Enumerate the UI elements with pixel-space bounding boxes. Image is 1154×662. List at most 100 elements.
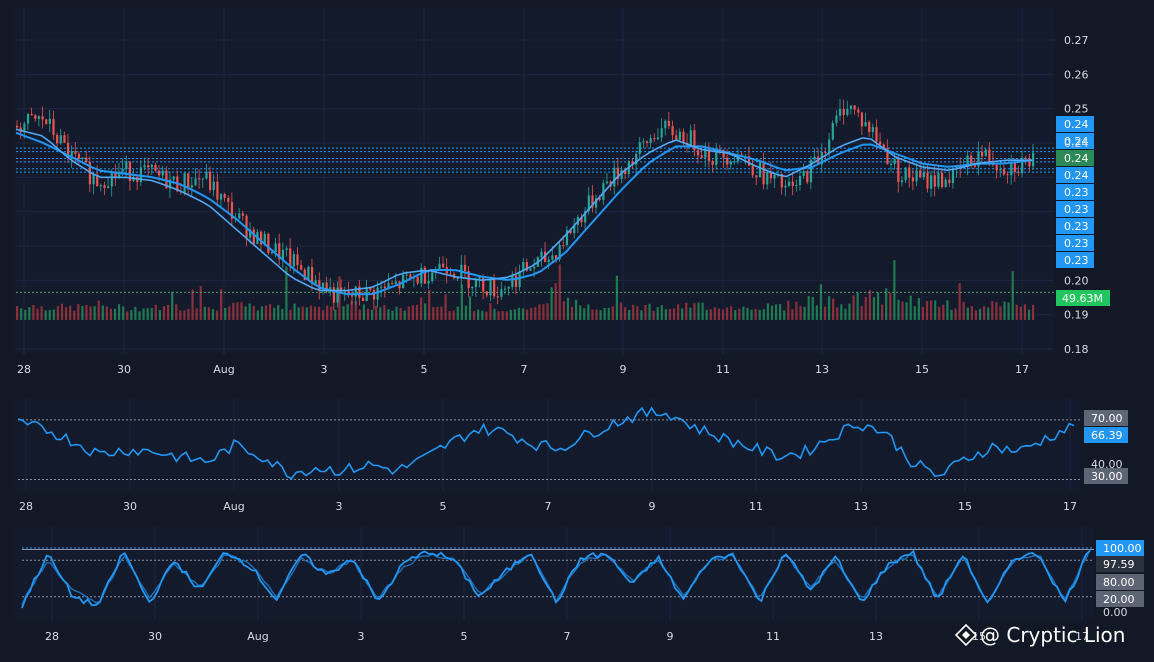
price-x-tick-label: 7 — [521, 363, 528, 376]
candle-body — [456, 278, 459, 280]
candle-body — [303, 269, 306, 280]
candle-body — [678, 131, 681, 141]
volume-bar — [530, 307, 533, 320]
candle-body — [962, 167, 966, 169]
candle-body — [230, 202, 234, 219]
candle-body — [722, 149, 725, 158]
volume-bar — [550, 287, 553, 320]
candle-body — [809, 159, 813, 183]
candle-body — [970, 155, 973, 166]
candle-body — [500, 289, 503, 297]
candle-body — [926, 172, 929, 189]
volume-bar — [1019, 306, 1022, 320]
volume-bar — [697, 302, 700, 320]
volume-bar — [742, 306, 745, 320]
stoch-x-tick-label: 3 — [358, 630, 365, 643]
volume-bar — [305, 307, 308, 320]
candle-body — [81, 157, 84, 159]
volume-bar — [424, 303, 427, 320]
volume-bar — [199, 286, 202, 320]
volume-bar — [652, 310, 655, 320]
candle-body — [66, 142, 70, 159]
volume-bar — [534, 307, 537, 320]
candle-body — [773, 175, 776, 179]
volume-bar — [562, 301, 565, 320]
candle-body — [212, 181, 215, 191]
candle-body — [511, 275, 514, 287]
volume-bar — [264, 305, 268, 320]
volume-bar — [885, 288, 888, 320]
price-y-tick-label: 0.19 — [1064, 309, 1089, 322]
volume-bar — [713, 307, 716, 320]
candle-body — [897, 158, 900, 183]
volume-bar — [403, 310, 406, 320]
candle-body — [802, 171, 805, 177]
rsi-panel[interactable] — [14, 397, 1080, 493]
price-level-tag — [1056, 235, 1094, 251]
volume-bar — [36, 308, 39, 320]
candle-body — [518, 271, 521, 287]
candle-body — [580, 217, 583, 223]
candle-body — [471, 286, 474, 289]
volume-bar — [1032, 304, 1035, 320]
volume-bar — [864, 296, 867, 320]
volume-bar — [93, 306, 96, 320]
volume-bar — [954, 308, 957, 320]
volume-bar — [607, 307, 610, 320]
volume-bar — [681, 308, 684, 320]
candle-body — [940, 172, 944, 188]
candle-body — [45, 119, 48, 124]
candle-body — [915, 170, 918, 182]
volume-bar — [40, 306, 43, 320]
candle-body — [835, 115, 838, 123]
volume-bar — [481, 310, 484, 320]
volume-bar — [509, 309, 512, 320]
volume-bar — [32, 305, 35, 320]
candle-body — [354, 286, 357, 297]
candle-body — [977, 151, 980, 167]
volume-bar — [146, 308, 149, 320]
volume-bar — [934, 300, 937, 320]
volume-bar — [281, 308, 284, 320]
volume-bar — [48, 309, 51, 320]
candle-body — [190, 185, 193, 188]
volume-bar — [301, 306, 304, 320]
candle-body — [270, 252, 274, 254]
candle-body — [733, 161, 736, 163]
candle-body — [930, 175, 933, 189]
candle-body — [1013, 163, 1016, 173]
candle-body — [726, 157, 729, 165]
candle-body — [52, 118, 55, 136]
volume-bar — [60, 303, 64, 320]
candle-body — [449, 273, 452, 275]
volume-bar — [411, 305, 414, 320]
price-x-tick-label: 9 — [620, 363, 627, 376]
candle-body — [966, 155, 969, 168]
candle-body — [318, 280, 321, 290]
candle-body — [194, 178, 197, 186]
candle-body — [427, 281, 430, 284]
stoch-panel[interactable] — [14, 525, 1094, 621]
candle-body — [846, 108, 849, 115]
candle-body — [729, 161, 732, 165]
volume-bar — [375, 305, 378, 320]
volume-bar — [672, 308, 676, 320]
candle-body — [944, 179, 947, 188]
volume-bar — [313, 306, 317, 320]
candle-body — [168, 179, 172, 189]
volume-bar — [228, 306, 231, 320]
volume-bar — [395, 306, 398, 320]
candle-body — [693, 130, 696, 151]
candle-body — [718, 149, 722, 151]
candle-body — [937, 172, 940, 187]
candle-body — [431, 272, 434, 282]
volume-bar — [872, 297, 876, 320]
candle-body — [828, 139, 831, 154]
stoch-x-tick-label: 5 — [461, 630, 468, 643]
price-x-tick-label: 30 — [117, 363, 131, 376]
volume-bar — [832, 298, 835, 320]
candle-body — [889, 163, 893, 165]
candle-body — [369, 287, 372, 290]
volume-bar — [179, 310, 182, 320]
volume-bar — [350, 300, 353, 320]
